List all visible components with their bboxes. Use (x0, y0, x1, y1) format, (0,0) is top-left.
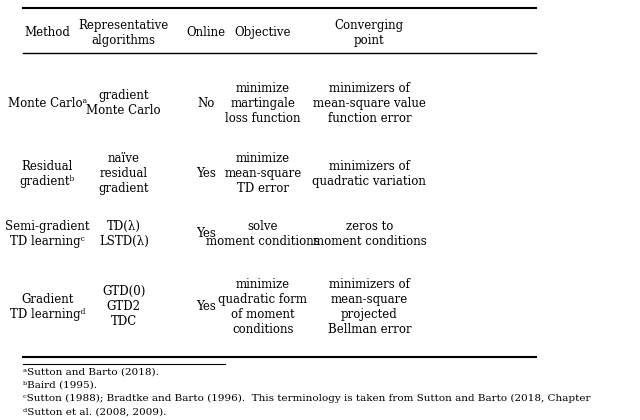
Text: Gradient
TD learningᵈ: Gradient TD learningᵈ (10, 293, 85, 320)
Text: TD(λ)
LSTD(λ): TD(λ) LSTD(λ) (99, 220, 148, 248)
Text: Method: Method (24, 26, 70, 39)
Text: GTD(0)
GTD2
TDC: GTD(0) GTD2 TDC (102, 285, 145, 328)
Text: Yes: Yes (196, 167, 216, 180)
Text: Semi-gradient
TD learningᶜ: Semi-gradient TD learningᶜ (5, 220, 90, 248)
Text: Yes: Yes (196, 300, 216, 313)
Text: minimizers of
quadratic variation: minimizers of quadratic variation (312, 160, 426, 188)
Text: ᵈSutton et al. (2008, 2009).: ᵈSutton et al. (2008, 2009). (23, 407, 166, 417)
Text: Converging
point: Converging point (335, 18, 404, 47)
Text: minimize
martingale
loss function: minimize martingale loss function (225, 81, 301, 125)
Text: ᵇBaird (1995).: ᵇBaird (1995). (23, 381, 97, 390)
Text: No: No (197, 97, 214, 110)
Text: ᵃSutton and Barto (2018).: ᵃSutton and Barto (2018). (23, 368, 159, 377)
Text: ᶜSutton (1988); Bradtke and Barto (1996).  This terminology is taken from Sutton: ᶜSutton (1988); Bradtke and Barto (1996)… (23, 394, 590, 404)
Text: zeros to
moment conditions: zeros to moment conditions (312, 220, 426, 248)
Text: minimize
quadratic form
of moment
conditions: minimize quadratic form of moment condit… (218, 278, 307, 336)
Text: minimize
mean-square
TD error: minimize mean-square TD error (225, 152, 301, 195)
Text: solve
moment conditions: solve moment conditions (206, 220, 320, 248)
Text: minimizers of
mean-square
projected
Bellman error: minimizers of mean-square projected Bell… (328, 278, 412, 336)
Text: Monte Carloᵃ: Monte Carloᵃ (8, 97, 87, 110)
Text: gradient
Monte Carlo: gradient Monte Carlo (86, 89, 161, 117)
Text: naïve
residual
gradient: naïve residual gradient (99, 152, 149, 195)
Text: minimizers of
mean-square value
function error: minimizers of mean-square value function… (313, 81, 426, 125)
Text: Online: Online (186, 26, 225, 39)
Text: Objective: Objective (235, 26, 291, 39)
Text: Yes: Yes (196, 228, 216, 241)
Text: Representative
algorithms: Representative algorithms (79, 18, 169, 47)
Text: Residual
gradientᵇ: Residual gradientᵇ (20, 160, 75, 188)
